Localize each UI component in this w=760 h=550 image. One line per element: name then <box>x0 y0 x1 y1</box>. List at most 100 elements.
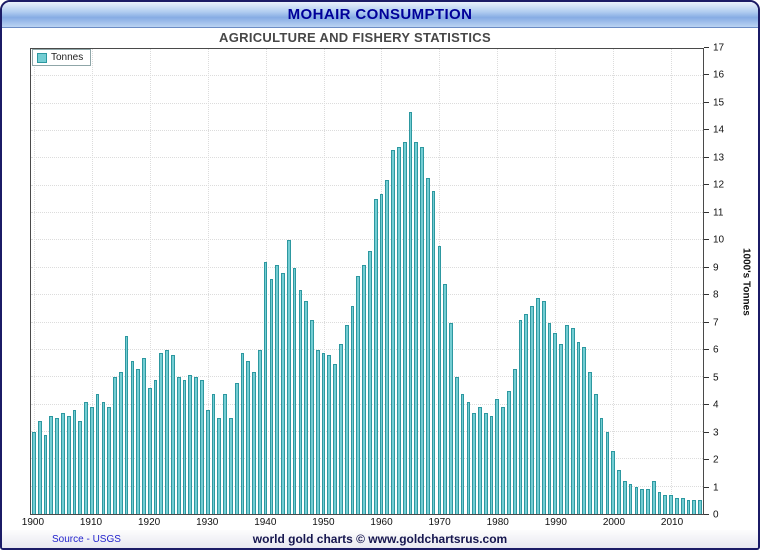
bar <box>599 418 604 514</box>
gridline-horizontal <box>31 485 703 487</box>
bar <box>420 147 424 514</box>
bar <box>454 377 459 514</box>
bar <box>356 276 361 514</box>
bar <box>188 374 193 514</box>
x-tick-label: 1910 <box>79 517 103 528</box>
gridline-horizontal <box>31 266 703 268</box>
bar <box>61 412 65 514</box>
bar <box>588 371 592 514</box>
bar <box>310 319 314 514</box>
y-tick-mark <box>704 294 709 296</box>
bar <box>553 333 558 514</box>
y-tick-label: 6 <box>713 344 719 356</box>
bar <box>171 355 175 514</box>
bar <box>663 494 668 514</box>
bar <box>402 142 407 514</box>
bar <box>229 418 233 514</box>
bar <box>530 306 534 514</box>
x-tick-label: 1950 <box>312 517 335 528</box>
gridline-horizontal <box>31 212 703 214</box>
bar <box>246 360 251 514</box>
y-tick-label: 3 <box>713 427 719 439</box>
gridline-horizontal <box>31 75 703 77</box>
gridline-vertical <box>613 49 615 514</box>
bar <box>657 492 662 514</box>
bar <box>286 240 291 514</box>
bar <box>153 379 158 514</box>
source-label: Source - USGS <box>52 533 121 545</box>
bar <box>252 371 256 514</box>
bar <box>281 273 285 514</box>
bar <box>257 349 262 514</box>
y-tick-mark <box>704 404 709 406</box>
y-tick-label: 8 <box>713 289 719 301</box>
bar <box>373 199 378 514</box>
bar <box>350 306 355 514</box>
bar <box>605 431 610 514</box>
bar <box>95 393 100 514</box>
gridline-horizontal <box>31 294 703 296</box>
bar <box>176 377 181 514</box>
y-tick-mark <box>704 514 709 515</box>
gridline-horizontal <box>31 376 703 378</box>
gridline-horizontal <box>31 184 703 186</box>
bar <box>437 245 442 514</box>
gridline-vertical <box>497 49 499 514</box>
bar <box>449 322 453 514</box>
bar <box>397 147 401 514</box>
bar <box>223 393 227 514</box>
gridline-horizontal <box>31 321 703 323</box>
y-tick-mark <box>704 431 709 433</box>
bar <box>66 415 71 514</box>
bar <box>495 399 500 514</box>
bar <box>536 297 540 514</box>
bar <box>200 379 204 514</box>
bar <box>547 322 552 514</box>
bar <box>292 267 297 514</box>
bar <box>72 410 77 514</box>
bar <box>147 388 152 514</box>
gridline-horizontal <box>31 130 703 132</box>
y-tick-label: 1 <box>713 482 719 494</box>
bar <box>385 180 390 514</box>
bar <box>298 289 303 514</box>
bar <box>107 407 112 514</box>
bar <box>651 481 656 514</box>
bar <box>211 393 216 514</box>
bar <box>686 500 691 514</box>
y-axis-title: 1000's Tonnes <box>740 247 752 316</box>
y-axis: 0 1 2 3 4 5 6 7 8 9 10 11 12 13 14 15 16 17 <box>704 43 734 521</box>
y-tick-label: 12 <box>713 179 725 191</box>
bar <box>234 382 239 514</box>
bar <box>680 497 685 514</box>
bar <box>379 193 384 514</box>
gridline-vertical <box>33 49 35 514</box>
x-tick-label: 1930 <box>196 517 219 528</box>
bar <box>344 325 349 514</box>
gridline-horizontal <box>31 403 703 405</box>
bar <box>617 470 621 514</box>
bar <box>315 349 320 514</box>
gridline-horizontal <box>31 458 703 460</box>
page-title: MOHAIR CONSUMPTION <box>287 6 473 23</box>
gridline-horizontal <box>31 157 703 159</box>
bar <box>408 111 413 514</box>
bar <box>269 278 274 514</box>
gridline-horizontal <box>31 102 703 104</box>
bar <box>692 500 697 514</box>
footer-bar: Source - USGS world gold charts © www.go… <box>2 530 758 548</box>
gridline-horizontal <box>31 430 703 432</box>
plot-area <box>30 48 704 515</box>
x-tick-label: 1980 <box>486 517 509 528</box>
gridline-vertical <box>671 49 673 514</box>
bar <box>327 355 332 514</box>
bar <box>576 341 581 514</box>
bar <box>205 410 210 514</box>
bar <box>472 412 477 514</box>
y-tick-mark <box>704 376 709 378</box>
y-tick-mark <box>704 321 709 323</box>
gridline-vertical <box>555 49 557 514</box>
x-tick-label: 2010 <box>660 517 684 528</box>
legend-swatch-icon <box>37 52 47 63</box>
